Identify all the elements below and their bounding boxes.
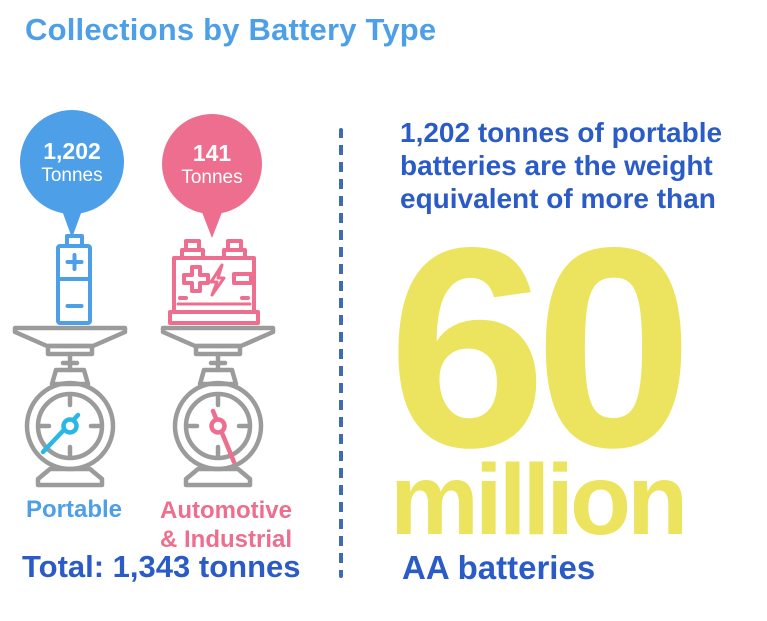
car-battery-icon (168, 239, 260, 325)
speech-bubble-automotive: 141 Tonnes (162, 114, 262, 214)
aa-battery-icon (56, 234, 92, 325)
automotive-tonnage-unit: Tonnes (181, 166, 243, 188)
category-label-portable: Portable (26, 496, 123, 523)
total-tonnes-label: Total: 1,343 tonnes (22, 549, 301, 584)
scale-needle-portable (40, 412, 81, 455)
equivalence-paragraph: 1,202 tonnes of portable batteries are t… (400, 117, 723, 214)
scale-needle-automotive (209, 408, 237, 465)
automotive-tonnage-value: 141 (192, 139, 232, 166)
speech-bubble-tail-portable (60, 205, 84, 238)
weighing-scale-automotive-icon (160, 325, 276, 488)
big-number-unit-million: million (390, 444, 688, 556)
weighing-scale-portable-icon (12, 325, 128, 488)
speech-bubble-tail-automotive (200, 207, 224, 238)
portable-tonnage-value: 1,202 (43, 137, 101, 164)
category-label-automotive: Automotive & Industrial (160, 497, 293, 553)
portable-tonnage-unit: Tonnes (41, 164, 103, 186)
big-number-60: 60 (388, 189, 693, 507)
aa-batteries-caption: AA batteries (402, 549, 596, 586)
page-title: Collections by Battery Type (25, 12, 437, 47)
speech-bubble-portable: 1,202 Tonnes (20, 110, 124, 214)
dashed-divider (339, 128, 343, 578)
